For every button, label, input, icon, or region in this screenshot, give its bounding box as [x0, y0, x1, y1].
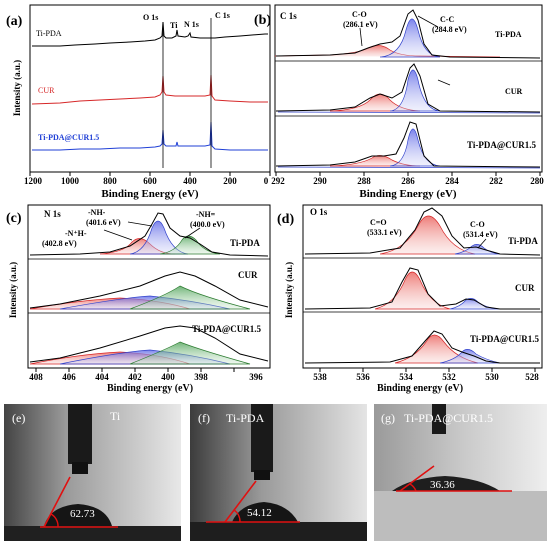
- panel-e-label: (e): [12, 411, 25, 425]
- panel-b-xtick: 292: [271, 176, 285, 186]
- panel-b-xtick: 290: [313, 176, 327, 186]
- panel-e: (e) Ti 62.73: [4, 404, 181, 541]
- panel-a-xlabel: Binding Energy (eV): [101, 188, 199, 200]
- panel-b-xtick: 282: [489, 176, 503, 186]
- panel-c-peak-nh-value: (401.6 eV): [86, 218, 121, 227]
- panel-d-sample-3: Ti-PDA@CUR1.5: [470, 334, 539, 344]
- series-ti-pda-cur: [32, 121, 268, 151]
- series-cur: [31, 74, 268, 105]
- panel-d-peak-c-eq-o: C=O: [370, 218, 387, 227]
- panel-c-xtick: 404: [95, 372, 109, 382]
- panel-e-angle: 62.73: [70, 508, 95, 520]
- panel-a-xtick: 0: [264, 176, 269, 186]
- panel-b-xtick: 288: [357, 176, 371, 186]
- panel-b-region: C 1s: [280, 11, 297, 21]
- panel-c-xtick: 402: [128, 372, 142, 382]
- panel-a-ylabel: Intensity (a.u.): [12, 60, 22, 116]
- panel-b-sample-3: Ti-PDA@CUR1.5: [467, 140, 536, 150]
- panel-d-peak-co: C-O: [470, 220, 485, 229]
- panel-b-sample-2: CUR: [505, 87, 523, 96]
- panel-d-sample-1: Ti-PDA: [508, 236, 538, 246]
- panel-b-peak-cc-value: (284.8 eV): [432, 25, 467, 34]
- panel-c-peak-nh: -NH-: [88, 208, 106, 217]
- panel-a-xtick: 600: [143, 176, 157, 186]
- panel-a-xtick: 800: [103, 176, 117, 186]
- peak-c1s-label: C 1s: [215, 11, 230, 20]
- panel-d-region: O 1s: [310, 207, 328, 217]
- legend-cur: CUR: [38, 86, 55, 95]
- legend-ti-pda-cur: Ti-PDA@CUR1.5: [38, 133, 99, 142]
- panel-c-peak-nh-eq-value: (400.0 eV): [190, 220, 225, 229]
- panel-d-ylabel: Intensity (a.u.): [284, 262, 294, 318]
- panel-d-frame: [302, 204, 543, 369]
- series-ti-pda: [32, 21, 268, 47]
- panel-e-sample: Ti: [110, 409, 121, 423]
- panel-b-xlabel: Binding Energy (eV): [359, 188, 457, 200]
- panel-a: (a) Intensity (a.u.) 1200 1000 800 600 4…: [6, 4, 271, 200]
- legend-ti-pda: Ti-PDA: [36, 29, 62, 38]
- droplet: [232, 502, 298, 522]
- panel-b-sample-1: Ti-PDA: [495, 30, 522, 39]
- panel-c-xtick: 396: [249, 372, 263, 382]
- panel-c-peak-nh-eq: -NH=: [196, 210, 216, 219]
- panel-d-label: (d): [277, 212, 294, 227]
- panel-c-sample-3: Ti-PDA@CUR1.5: [192, 324, 261, 334]
- panel-g-label: (g): [381, 411, 395, 425]
- panel-b-xtick: 286: [401, 176, 415, 186]
- panel-g: (g) Ti-PDA@CUR1.5 36.36: [374, 404, 547, 541]
- panel-f-label: (f): [198, 411, 210, 425]
- panel-c-xtick: 408: [29, 372, 43, 382]
- panel-a-xtick: 1000: [61, 176, 80, 186]
- panel-c-xlabel: Binding energy (eV): [107, 383, 193, 394]
- panel-d-xtick: 528: [525, 372, 539, 382]
- panel-d-xtick: 530: [485, 372, 499, 382]
- panel-a-xtick: 400: [183, 176, 197, 186]
- panel-b-xtick: 284: [445, 176, 459, 186]
- panel-a-xtick: 1200: [24, 176, 43, 186]
- needle: [432, 404, 446, 434]
- panel-f: (f) Ti-PDA 54.12: [190, 404, 367, 541]
- panel-b: (b) C 1s C-O (286.1 eV) C-C (284.8 eV) T…: [254, 4, 544, 200]
- panel-a-label: (a): [6, 14, 23, 29]
- panel-c-peak-nh-plus: -N⁺H-: [65, 229, 87, 238]
- panel-c-label: (c): [6, 211, 22, 226]
- panel-b-label: (b): [254, 13, 271, 28]
- panel-c-xtick: 406: [62, 372, 76, 382]
- panel-d-xtick: 532: [442, 372, 456, 382]
- panel-d: (d) O 1s Intensity (a.u.) C=O (533.1 eV)…: [277, 204, 543, 394]
- panel-b-xtick: 280: [530, 176, 544, 186]
- panel-d-xtick: 538: [313, 372, 327, 382]
- panel-d-peak-c-eq-o-value: (533.1 eV): [367, 228, 402, 237]
- panel-g-angle: 36.36: [430, 479, 455, 491]
- panel-b-peak-co: C-O: [352, 10, 367, 19]
- needle: [251, 404, 273, 472]
- panel-d-xtick: 536: [356, 372, 370, 382]
- panel-g-sample: Ti-PDA@CUR1.5: [404, 411, 493, 425]
- panel-f-sample: Ti-PDA: [226, 411, 265, 425]
- panel-c-xtick: 398: [194, 372, 208, 382]
- panel-c-frame: [27, 204, 271, 369]
- panel-c: (c) N 1s Intensity (a.u.) -N⁺H- (402.8 e…: [6, 204, 271, 394]
- panel-b-peak-co-value: (286.1 eV): [343, 20, 378, 29]
- panel-f-angle: 54.12: [247, 507, 272, 519]
- panel-c-sample-2: CUR: [238, 270, 258, 280]
- panel-a-xtick: 200: [223, 176, 237, 186]
- panel-c-xtick: 400: [161, 372, 175, 382]
- panel-d-xtick: 534: [399, 372, 413, 382]
- droplet: [392, 476, 500, 491]
- peak-o1s-label: O 1s: [143, 13, 158, 22]
- peak-n1s-label: N 1s: [184, 20, 199, 29]
- panel-c-region: N 1s: [44, 209, 61, 219]
- droplet: [44, 504, 112, 526]
- needle: [68, 404, 92, 464]
- panel-d-sample-2: CUR: [515, 283, 535, 293]
- panel-d-peak-co-value: (531.4 eV): [463, 230, 498, 239]
- panel-b-peak-cc: C-C: [440, 15, 454, 24]
- panel-d-xlabel: Binding energy (eV): [377, 383, 463, 394]
- panel-c-peak-nh-plus-value: (402.8 eV): [42, 239, 77, 248]
- panel-c-ylabel: Intensity (a.u.): [8, 262, 18, 318]
- panel-c-sample-1: Ti-PDA: [230, 238, 260, 248]
- peak-ti-label: Ti: [170, 21, 178, 30]
